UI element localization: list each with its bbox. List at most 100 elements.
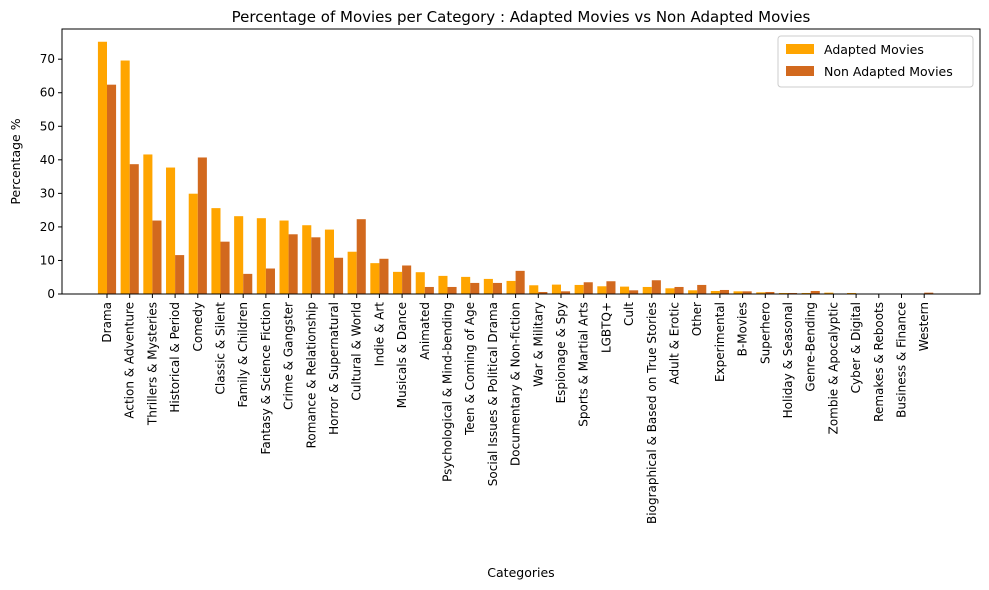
bar-adapted-23 bbox=[620, 286, 630, 294]
legend-label-non-adapted: Non Adapted Movies bbox=[824, 64, 953, 79]
y-tick-label: 10 bbox=[40, 253, 55, 267]
x-tick-label: Cult bbox=[622, 302, 636, 326]
bar-adapted-10 bbox=[324, 229, 334, 294]
x-axis-label: Categories bbox=[487, 565, 554, 580]
bar-adapted-9 bbox=[302, 225, 312, 294]
bar-adapted-31 bbox=[801, 292, 811, 294]
y-tick-label: 40 bbox=[40, 153, 55, 167]
x-tick-label: Indie & Art bbox=[372, 302, 386, 367]
bars-group bbox=[97, 41, 934, 295]
x-tick-label: War & Military bbox=[531, 302, 545, 387]
bar-adapted-0 bbox=[97, 41, 107, 294]
bar-non-adapted-11 bbox=[356, 219, 366, 294]
bar-adapted-21 bbox=[574, 284, 584, 294]
y-tick-label: 70 bbox=[40, 52, 55, 66]
x-tick-label: Experimental bbox=[713, 302, 727, 382]
x-tick-label: Business & Finance bbox=[895, 302, 909, 418]
bar-non-adapted-22 bbox=[606, 281, 616, 294]
x-tick-label: Teen & Coming of Age bbox=[463, 302, 477, 436]
x-tick-label: Historical & Period bbox=[168, 302, 182, 413]
bar-adapted-14 bbox=[415, 272, 425, 294]
bar-adapted-24 bbox=[642, 286, 652, 294]
x-tick-label: Cultural & World bbox=[350, 302, 364, 401]
bar-non-adapted-18 bbox=[515, 270, 525, 294]
x-tick-label: Horror & Supernatural bbox=[327, 302, 341, 435]
bar-adapted-30 bbox=[778, 292, 788, 294]
bar-non-adapted-31 bbox=[810, 290, 820, 294]
bar-non-adapted-26 bbox=[697, 284, 707, 294]
bar-non-adapted-14 bbox=[424, 286, 434, 294]
x-tick-label: Western bbox=[917, 302, 931, 351]
x-tick-label: Social Issues & Political Drama bbox=[486, 302, 500, 486]
bar-adapted-28 bbox=[733, 291, 743, 294]
bar-non-adapted-21 bbox=[583, 282, 593, 294]
bar-adapted-1 bbox=[120, 60, 130, 294]
legend: Adapted Movies Non Adapted Movies bbox=[777, 35, 974, 88]
x-tick-label: Adult & Erotic bbox=[668, 302, 682, 384]
bar-non-adapted-27 bbox=[719, 289, 729, 294]
x-tick-label: Comedy bbox=[191, 302, 205, 352]
x-tick-label: Thrillers & Mysteries bbox=[145, 302, 159, 426]
bar-adapted-13 bbox=[393, 271, 403, 294]
bar-non-adapted-8 bbox=[288, 234, 298, 294]
bar-adapted-15 bbox=[438, 275, 448, 294]
bar-adapted-29 bbox=[756, 292, 766, 294]
bar-adapted-25 bbox=[665, 288, 675, 294]
bar-adapted-12 bbox=[370, 263, 380, 294]
legend-swatch-adapted bbox=[786, 44, 814, 54]
bar-non-adapted-20 bbox=[561, 291, 571, 294]
bar-adapted-26 bbox=[688, 290, 698, 294]
x-ticks-group: Drama Action & Adventure Thrillers & Myste… bbox=[100, 294, 931, 524]
y-tick-label: 60 bbox=[40, 86, 55, 100]
bar-non-adapted-10 bbox=[334, 257, 344, 294]
x-tick-label: Remakes & Reboots bbox=[872, 302, 886, 422]
bar-non-adapted-0 bbox=[107, 84, 117, 295]
bar-adapted-33 bbox=[847, 292, 857, 294]
bar-non-adapted-16 bbox=[470, 282, 480, 294]
bar-non-adapted-30 bbox=[788, 292, 798, 294]
bar-adapted-11 bbox=[347, 251, 357, 294]
x-tick-label: Classic & Silent bbox=[214, 302, 228, 395]
y-tick-label: 20 bbox=[40, 220, 55, 234]
bar-adapted-5 bbox=[211, 208, 221, 294]
y-tick-label: 0 bbox=[47, 287, 55, 301]
bar-adapted-7 bbox=[256, 218, 266, 294]
legend-swatch-non-adapted bbox=[786, 66, 814, 76]
x-tick-label: B-Movies bbox=[736, 302, 750, 356]
bar-adapted-2 bbox=[143, 154, 153, 294]
bar-non-adapted-12 bbox=[379, 258, 389, 294]
y-tick-label: 30 bbox=[40, 186, 55, 200]
bar-adapted-22 bbox=[597, 286, 607, 294]
bar-non-adapted-4 bbox=[197, 157, 207, 294]
bar-non-adapted-13 bbox=[402, 265, 412, 294]
x-tick-label: Musicals & Dance bbox=[395, 302, 409, 408]
x-tick-label: Cyber & Digital bbox=[849, 302, 863, 393]
x-tick-label: Zombie & Apocalyptic bbox=[826, 302, 840, 434]
y-ticks-group: 0 10 20 30 40 50 60 70 bbox=[40, 52, 62, 301]
bar-non-adapted-19 bbox=[538, 291, 548, 294]
bar-non-adapted-6 bbox=[243, 273, 253, 294]
y-tick-label: 50 bbox=[40, 119, 55, 133]
bar-non-adapted-15 bbox=[447, 286, 457, 294]
bar-adapted-17 bbox=[483, 278, 493, 294]
x-tick-label: Holiday & Seasonal bbox=[781, 302, 795, 418]
x-tick-label: Animated bbox=[418, 302, 432, 360]
chart-title: Percentage of Movies per Category : Adap… bbox=[232, 8, 811, 26]
bar-non-adapted-28 bbox=[742, 291, 752, 294]
x-tick-label: LGBTQ+ bbox=[599, 302, 613, 353]
x-tick-label: Documentary & Non-fiction bbox=[509, 302, 523, 466]
x-tick-label: Fantasy & Science Fiction bbox=[259, 302, 273, 454]
bar-adapted-18 bbox=[506, 280, 516, 294]
x-tick-label: Sports & Martial Arts bbox=[577, 302, 591, 427]
legend-box bbox=[777, 35, 974, 88]
bar-adapted-16 bbox=[461, 276, 471, 294]
bar-non-adapted-1 bbox=[129, 164, 139, 294]
bar-non-adapted-9 bbox=[311, 237, 321, 294]
bar-adapted-19 bbox=[529, 285, 539, 294]
bar-adapted-3 bbox=[166, 167, 176, 294]
x-tick-label: Superhero bbox=[758, 302, 772, 364]
x-tick-label: Drama bbox=[100, 302, 114, 343]
bar-adapted-27 bbox=[710, 290, 720, 294]
bar-adapted-4 bbox=[188, 193, 198, 294]
